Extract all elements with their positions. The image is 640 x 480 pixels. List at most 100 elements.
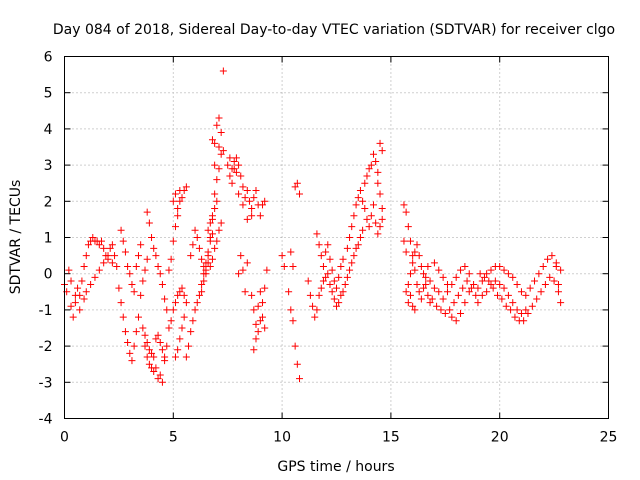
data-point-marker <box>215 226 223 234</box>
data-point-marker <box>513 281 521 289</box>
y-tick-label: 2 <box>44 194 53 210</box>
data-point-marker <box>528 302 536 310</box>
data-point-marker <box>130 342 138 350</box>
data-point-marker <box>459 284 467 292</box>
data-point-marker <box>509 273 517 281</box>
data-point-marker <box>213 176 221 184</box>
data-point-marker <box>517 310 525 318</box>
data-point-marker <box>89 234 97 241</box>
data-point-marker <box>193 234 201 241</box>
data-point-marker <box>254 302 262 310</box>
data-point-marker <box>169 197 177 205</box>
data-point-marker <box>554 288 562 296</box>
data-point-marker <box>174 212 182 220</box>
y-tick-label: 0 <box>44 267 53 283</box>
data-point-marker <box>176 197 184 205</box>
data-point-marker <box>250 346 258 354</box>
data-point-marker <box>491 277 499 285</box>
data-point-marker <box>378 147 386 155</box>
data-point-marker <box>150 367 158 375</box>
data-point-marker <box>204 252 212 260</box>
data-point-marker <box>163 342 171 350</box>
data-point-marker <box>224 161 232 169</box>
data-point-marker <box>100 259 108 267</box>
data-point-marker <box>511 313 519 321</box>
data-point-marker <box>369 201 377 209</box>
data-point-marker <box>67 302 75 310</box>
data-point-marker <box>513 306 521 314</box>
data-point-marker <box>474 284 482 292</box>
data-point-marker <box>306 291 314 299</box>
data-point-marker <box>143 255 151 263</box>
data-point-marker <box>226 154 234 162</box>
y-tick-label: 5 <box>44 86 53 102</box>
data-point-marker <box>148 349 156 357</box>
data-point-marker <box>363 172 371 180</box>
data-point-marker <box>509 299 517 307</box>
data-point-marker <box>193 299 201 307</box>
data-point-marker <box>202 266 210 274</box>
data-point-marker <box>111 252 119 260</box>
data-point-marker <box>167 317 175 325</box>
data-point-marker <box>171 190 179 198</box>
data-point-marker <box>115 284 123 292</box>
data-point-marker <box>337 262 345 270</box>
data-point-marker <box>420 284 428 292</box>
data-point-marker <box>367 161 375 169</box>
data-point-marker <box>208 212 216 220</box>
data-point-marker <box>539 262 547 270</box>
data-point-marker <box>535 270 543 278</box>
data-point-marker <box>448 313 456 321</box>
data-point-marker <box>82 252 90 260</box>
data-point-marker <box>208 230 216 238</box>
data-point-marker <box>424 291 432 299</box>
data-point-marker <box>158 378 166 386</box>
data-point-marker <box>363 215 371 223</box>
data-point-marker <box>252 335 260 343</box>
data-point-marker <box>478 291 486 299</box>
data-point-marker <box>313 230 321 238</box>
data-point-marker <box>422 273 430 281</box>
data-point-marker <box>487 266 495 274</box>
data-point-marker <box>454 291 462 299</box>
data-point-marker <box>134 252 142 260</box>
y-tick-label: -4 <box>39 412 53 428</box>
data-point-marker <box>443 288 451 296</box>
data-point-marker <box>248 205 256 213</box>
data-point-marker <box>126 349 134 357</box>
data-point-marker <box>376 139 384 147</box>
x-tick-label: 5 <box>169 430 178 446</box>
data-point-marker <box>239 266 247 274</box>
data-point-marker <box>359 197 367 205</box>
data-point-marker <box>554 281 562 289</box>
data-point-marker <box>204 259 212 267</box>
data-point-marker <box>485 277 493 285</box>
data-point-marker <box>187 328 195 336</box>
data-point-marker <box>158 346 166 354</box>
y-tick-label: -1 <box>39 303 53 319</box>
data-point-marker <box>215 143 223 151</box>
x-axis-label: GPS time / hours <box>277 459 394 475</box>
data-point-marker <box>219 67 227 75</box>
data-point-marker <box>217 219 225 227</box>
data-point-marker <box>552 262 560 270</box>
data-point-marker <box>426 277 434 285</box>
data-point-marker <box>119 313 127 321</box>
data-point-marker <box>400 201 408 209</box>
data-point-marker <box>374 230 382 238</box>
plot-frame <box>64 56 609 419</box>
data-point-marker <box>156 270 164 278</box>
data-point-marker <box>145 219 153 227</box>
data-point-marker <box>261 284 269 292</box>
data-point-marker <box>350 252 358 260</box>
data-point-marker <box>311 313 319 321</box>
data-point-marker <box>330 277 338 285</box>
data-point-marker <box>550 277 558 285</box>
data-point-marker <box>489 284 497 292</box>
data-point-marker <box>145 360 153 368</box>
data-point-marker <box>154 262 162 270</box>
data-point-marker <box>97 237 105 245</box>
data-point-marker <box>457 266 465 274</box>
x-tick-label: 20 <box>491 430 509 446</box>
